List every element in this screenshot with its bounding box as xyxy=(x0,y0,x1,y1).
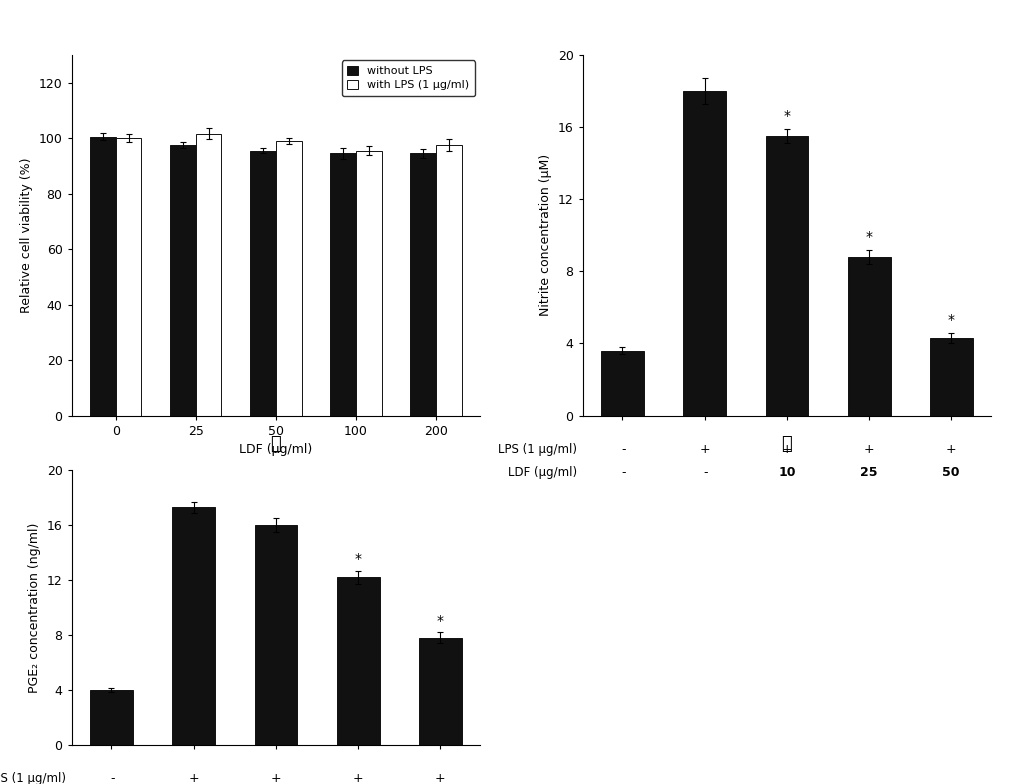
Bar xyxy=(196,134,222,416)
Bar xyxy=(330,154,356,416)
Text: *: * xyxy=(355,553,362,566)
Text: 10: 10 xyxy=(778,466,796,480)
Y-axis label: Relative cell viability (%): Relative cell viability (%) xyxy=(20,158,33,313)
Bar xyxy=(684,91,726,416)
Bar xyxy=(254,525,297,745)
Text: -: - xyxy=(621,443,625,456)
Text: LPS (1 μg/ml): LPS (1 μg/ml) xyxy=(0,772,66,784)
Bar xyxy=(436,145,462,416)
Text: +: + xyxy=(782,443,792,456)
Bar xyxy=(115,138,141,416)
Text: *: * xyxy=(784,110,790,123)
Text: *: * xyxy=(436,614,444,628)
Bar xyxy=(250,151,276,416)
Text: +: + xyxy=(189,772,199,784)
Text: +: + xyxy=(700,443,710,456)
Bar xyxy=(411,154,436,416)
Text: -: - xyxy=(703,466,707,480)
Text: 25: 25 xyxy=(860,466,878,480)
Bar xyxy=(337,577,379,745)
Legend: without LPS, with LPS (1 μg/ml): without LPS, with LPS (1 μg/ml) xyxy=(341,60,475,96)
Bar xyxy=(765,136,808,416)
Text: +: + xyxy=(434,772,445,784)
Bar xyxy=(419,638,462,745)
Text: +: + xyxy=(353,772,363,784)
Text: *: * xyxy=(947,313,955,327)
Text: *: * xyxy=(866,230,873,245)
Bar xyxy=(173,507,215,745)
Text: LPS (1 μg/ml): LPS (1 μg/ml) xyxy=(499,443,577,456)
X-axis label: LDF (μg/ml): LDF (μg/ml) xyxy=(239,443,313,456)
Bar xyxy=(90,690,133,745)
Bar xyxy=(276,141,301,416)
Y-axis label: PGE₂ concentration (ng/ml): PGE₂ concentration (ng/ml) xyxy=(28,522,41,693)
Text: 50: 50 xyxy=(941,466,960,480)
Text: 나: 나 xyxy=(782,435,792,453)
Y-axis label: Nitrite concentration (μM): Nitrite concentration (μM) xyxy=(539,154,552,316)
Bar xyxy=(848,257,890,416)
Text: +: + xyxy=(864,443,874,456)
Text: LDF (μg/ml): LDF (μg/ml) xyxy=(508,466,577,480)
Bar xyxy=(90,136,115,416)
Text: +: + xyxy=(271,772,281,784)
Bar xyxy=(171,145,196,416)
Text: 가: 가 xyxy=(271,435,281,453)
Bar xyxy=(356,151,381,416)
Bar xyxy=(601,350,644,416)
Text: -: - xyxy=(110,772,114,784)
Text: -: - xyxy=(621,466,625,480)
Text: +: + xyxy=(945,443,956,456)
Bar xyxy=(930,338,973,416)
